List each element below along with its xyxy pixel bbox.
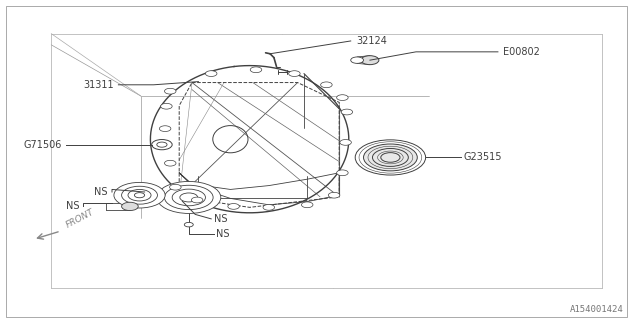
Text: NS: NS — [216, 228, 230, 239]
Circle shape — [328, 192, 340, 198]
Circle shape — [172, 189, 205, 206]
Text: G23515: G23515 — [463, 152, 502, 163]
Circle shape — [351, 57, 364, 63]
Circle shape — [228, 204, 239, 209]
Text: E00802: E00802 — [503, 47, 540, 57]
Circle shape — [361, 56, 379, 65]
Text: 31311: 31311 — [83, 80, 114, 90]
Circle shape — [152, 140, 172, 150]
Text: G71506: G71506 — [24, 140, 62, 150]
Circle shape — [180, 193, 198, 202]
Circle shape — [250, 67, 262, 73]
Text: A154001424: A154001424 — [570, 305, 624, 314]
Circle shape — [122, 202, 138, 211]
Circle shape — [289, 71, 300, 76]
Circle shape — [170, 184, 181, 190]
Circle shape — [337, 170, 348, 176]
Text: 32124: 32124 — [356, 36, 387, 46]
Circle shape — [184, 222, 193, 227]
Circle shape — [134, 193, 145, 198]
Text: NS: NS — [66, 201, 79, 212]
Circle shape — [164, 185, 213, 210]
Circle shape — [164, 88, 176, 94]
Circle shape — [341, 109, 353, 115]
Circle shape — [164, 160, 176, 166]
Circle shape — [161, 103, 172, 109]
Circle shape — [122, 186, 157, 204]
Circle shape — [301, 202, 313, 208]
Circle shape — [128, 189, 151, 201]
Circle shape — [157, 181, 221, 213]
Circle shape — [191, 197, 203, 203]
Circle shape — [364, 144, 417, 171]
Circle shape — [159, 126, 171, 132]
Text: FRONT: FRONT — [64, 207, 95, 230]
Text: NS: NS — [94, 187, 108, 197]
Circle shape — [205, 71, 217, 76]
Text: NS: NS — [214, 214, 227, 224]
Circle shape — [321, 82, 332, 88]
Circle shape — [114, 182, 165, 208]
Circle shape — [340, 140, 351, 145]
Circle shape — [263, 204, 275, 210]
Circle shape — [337, 95, 348, 100]
